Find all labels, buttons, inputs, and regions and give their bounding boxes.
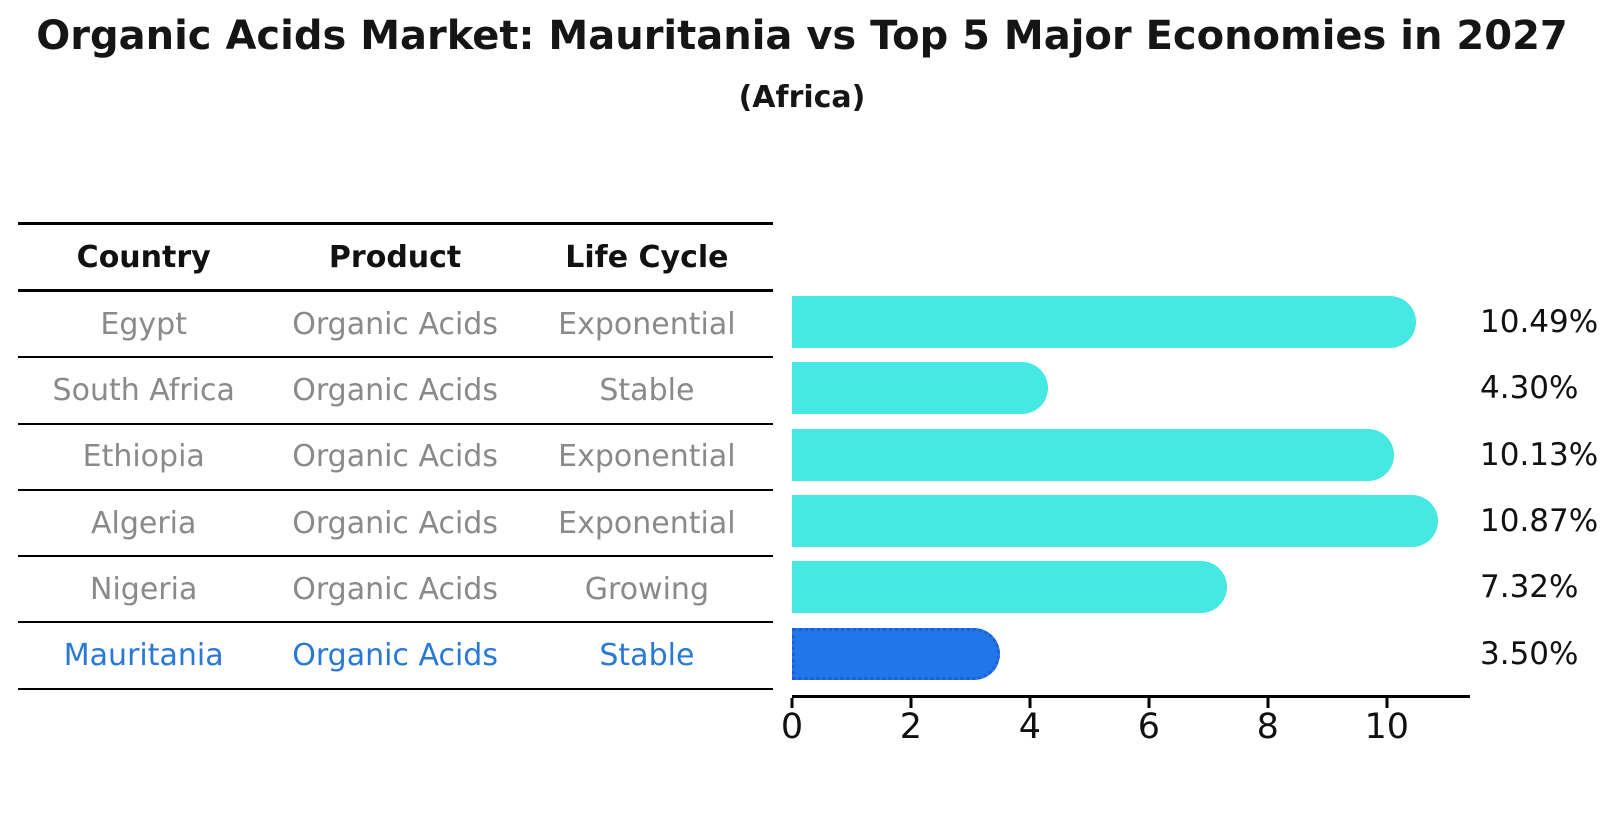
bar-algeria <box>792 495 1439 548</box>
table-header-row: Country Product Life Cycle <box>18 225 773 292</box>
bar-mauritania <box>792 627 1001 680</box>
x-tick-mark-10 <box>1385 698 1389 708</box>
x-tick-mark-6 <box>1147 698 1151 708</box>
value-label-south-africa: 4.30% <box>1480 370 1579 407</box>
x-tick-mark-8 <box>1266 698 1270 708</box>
bar-plot <box>792 289 1470 687</box>
cell-life-cycle: Stable <box>599 372 695 408</box>
bar-nigeria <box>792 561 1228 614</box>
value-labels: 10.49% 4.30% 10.13% 10.87% 7.32% 3.50% <box>1480 289 1600 687</box>
cell-country: Ethiopia <box>82 439 205 475</box>
x-tick-label-4: 4 <box>1018 707 1042 747</box>
bar-egypt <box>792 296 1416 349</box>
chart-title: Organic Acids Market: Mauritania vs Top … <box>36 13 1568 59</box>
header-life-cycle: Life Cycle <box>565 239 729 275</box>
x-tick-label-8: 8 <box>1256 707 1279 747</box>
x-tick-label-10: 10 <box>1364 707 1410 747</box>
x-tick-mark-0 <box>790 698 794 708</box>
x-tick-label-2: 2 <box>899 707 923 747</box>
cell-product: Organic Acids <box>292 571 498 607</box>
table-row-nigeria: Nigeria Organic Acids Growing <box>18 557 773 624</box>
value-label-egypt: 10.49% <box>1480 304 1599 341</box>
cell-life-cycle: Stable <box>599 638 695 674</box>
value-label-algeria: 10.87% <box>1480 503 1599 540</box>
cell-life-cycle: Growing <box>584 571 709 607</box>
table-rows: Egypt Organic Acids Exponential South Afric… <box>18 292 773 690</box>
value-label-mauritania: 3.50% <box>1480 635 1579 672</box>
cell-country: Nigeria <box>90 571 198 607</box>
table-row-mauritania: Mauritania Organic Acids Stable <box>18 623 773 690</box>
value-label-nigeria: 7.32% <box>1480 569 1579 606</box>
cell-product: Organic Acids <box>292 372 498 408</box>
x-tick-label-0: 0 <box>780 707 804 747</box>
bar-row-algeria <box>792 488 1470 554</box>
cell-life-cycle: Exponential <box>558 306 736 342</box>
x-axis-line <box>792 695 1470 698</box>
bar-ethiopia <box>792 428 1395 481</box>
country-table: Country Product Life Cycle Egypt Organic … <box>18 222 773 690</box>
x-tick-mark-2 <box>909 698 913 708</box>
bar-row-nigeria <box>792 554 1470 620</box>
x-axis: 0 2 4 6 8 10 <box>781 695 1470 755</box>
x-tick-mark-4 <box>1028 698 1032 708</box>
x-tick-label-6: 6 <box>1137 707 1160 747</box>
header-product: Product <box>328 239 462 275</box>
bar-south-africa <box>792 362 1048 415</box>
cell-country: South Africa <box>52 372 235 408</box>
cell-country: Egypt <box>100 306 187 342</box>
table-row-south-africa: South Africa Organic Acids Stable <box>18 358 773 425</box>
chart-subtitle: (Africa) <box>738 80 866 115</box>
cell-country: Mauritania <box>63 638 224 674</box>
cell-life-cycle: Exponential <box>558 439 736 475</box>
bar-row-egypt <box>792 289 1470 355</box>
bar-row-south-africa <box>792 355 1470 421</box>
cell-country: Algeria <box>90 505 197 541</box>
table-row-ethiopia: Ethiopia Organic Acids Exponential <box>18 425 773 491</box>
cell-product: Organic Acids <box>292 306 498 342</box>
table-row-algeria: Algeria Organic Acids Exponential <box>18 491 773 558</box>
header-country: Country <box>76 239 211 275</box>
cell-product: Organic Acids <box>292 638 498 674</box>
value-label-ethiopia: 10.13% <box>1480 436 1599 473</box>
cell-life-cycle: Exponential <box>558 505 736 541</box>
table-row-egypt: Egypt Organic Acids Exponential <box>18 292 773 359</box>
bar-row-ethiopia <box>792 422 1470 488</box>
cell-product: Organic Acids <box>292 505 498 541</box>
bar-row-mauritania <box>792 621 1470 687</box>
cell-product: Organic Acids <box>292 439 498 475</box>
